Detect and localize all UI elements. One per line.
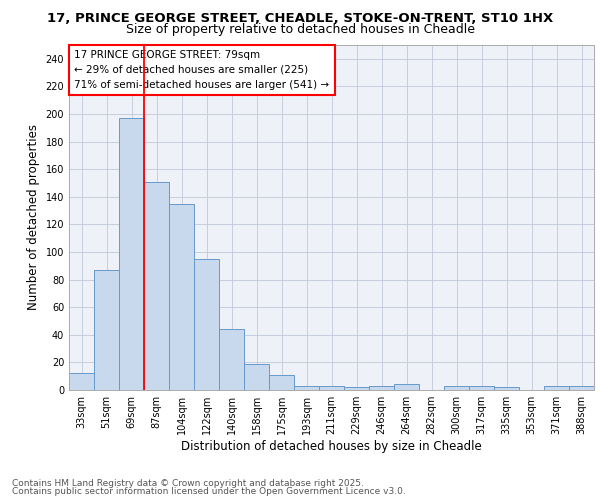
Bar — [394, 384, 419, 390]
Bar — [269, 375, 294, 390]
Bar — [469, 386, 494, 390]
Text: 17 PRINCE GEORGE STREET: 79sqm
← 29% of detached houses are smaller (225)
71% of: 17 PRINCE GEORGE STREET: 79sqm ← 29% of … — [74, 50, 329, 90]
Bar — [219, 330, 244, 390]
Text: 17, PRINCE GEORGE STREET, CHEADLE, STOKE-ON-TRENT, ST10 1HX: 17, PRINCE GEORGE STREET, CHEADLE, STOKE… — [47, 12, 553, 26]
Bar — [369, 386, 394, 390]
Bar — [494, 387, 519, 390]
Bar — [294, 386, 319, 390]
Bar — [119, 118, 144, 390]
Y-axis label: Number of detached properties: Number of detached properties — [27, 124, 40, 310]
Bar — [144, 182, 169, 390]
Text: Size of property relative to detached houses in Cheadle: Size of property relative to detached ho… — [125, 22, 475, 36]
Bar — [169, 204, 194, 390]
Text: Contains HM Land Registry data © Crown copyright and database right 2025.: Contains HM Land Registry data © Crown c… — [12, 478, 364, 488]
Bar — [319, 386, 344, 390]
Bar — [69, 374, 94, 390]
Bar — [244, 364, 269, 390]
Bar — [344, 387, 369, 390]
Bar — [569, 386, 594, 390]
Bar — [444, 386, 469, 390]
X-axis label: Distribution of detached houses by size in Cheadle: Distribution of detached houses by size … — [181, 440, 482, 453]
Bar — [544, 386, 569, 390]
Bar — [194, 259, 219, 390]
Text: Contains public sector information licensed under the Open Government Licence v3: Contains public sector information licen… — [12, 487, 406, 496]
Bar — [94, 270, 119, 390]
